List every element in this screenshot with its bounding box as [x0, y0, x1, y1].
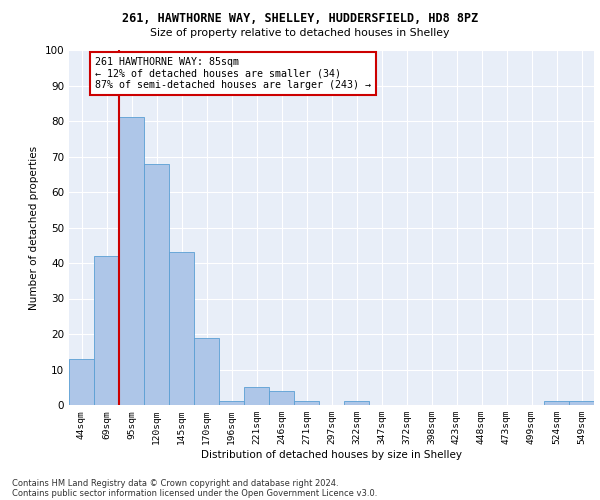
- Bar: [169, 252, 194, 405]
- Text: Size of property relative to detached houses in Shelley: Size of property relative to detached ho…: [151, 28, 449, 38]
- Text: 261, HAWTHORNE WAY, SHELLEY, HUDDERSFIELD, HD8 8PZ: 261, HAWTHORNE WAY, SHELLEY, HUDDERSFIEL…: [122, 12, 478, 26]
- Text: Contains HM Land Registry data © Crown copyright and database right 2024.: Contains HM Land Registry data © Crown c…: [12, 478, 338, 488]
- Bar: [119, 118, 144, 405]
- Y-axis label: Number of detached properties: Number of detached properties: [29, 146, 39, 310]
- Bar: [69, 359, 94, 405]
- X-axis label: Distribution of detached houses by size in Shelley: Distribution of detached houses by size …: [201, 450, 462, 460]
- Bar: [144, 164, 169, 405]
- Bar: [94, 256, 119, 405]
- Bar: [294, 402, 319, 405]
- Bar: [544, 402, 569, 405]
- Text: Contains public sector information licensed under the Open Government Licence v3: Contains public sector information licen…: [12, 488, 377, 498]
- Bar: [219, 402, 244, 405]
- Bar: [269, 391, 294, 405]
- Bar: [244, 387, 269, 405]
- Bar: [569, 402, 594, 405]
- Text: 261 HAWTHORNE WAY: 85sqm
← 12% of detached houses are smaller (34)
87% of semi-d: 261 HAWTHORNE WAY: 85sqm ← 12% of detach…: [95, 57, 371, 90]
- Bar: [344, 402, 369, 405]
- Bar: [194, 338, 219, 405]
